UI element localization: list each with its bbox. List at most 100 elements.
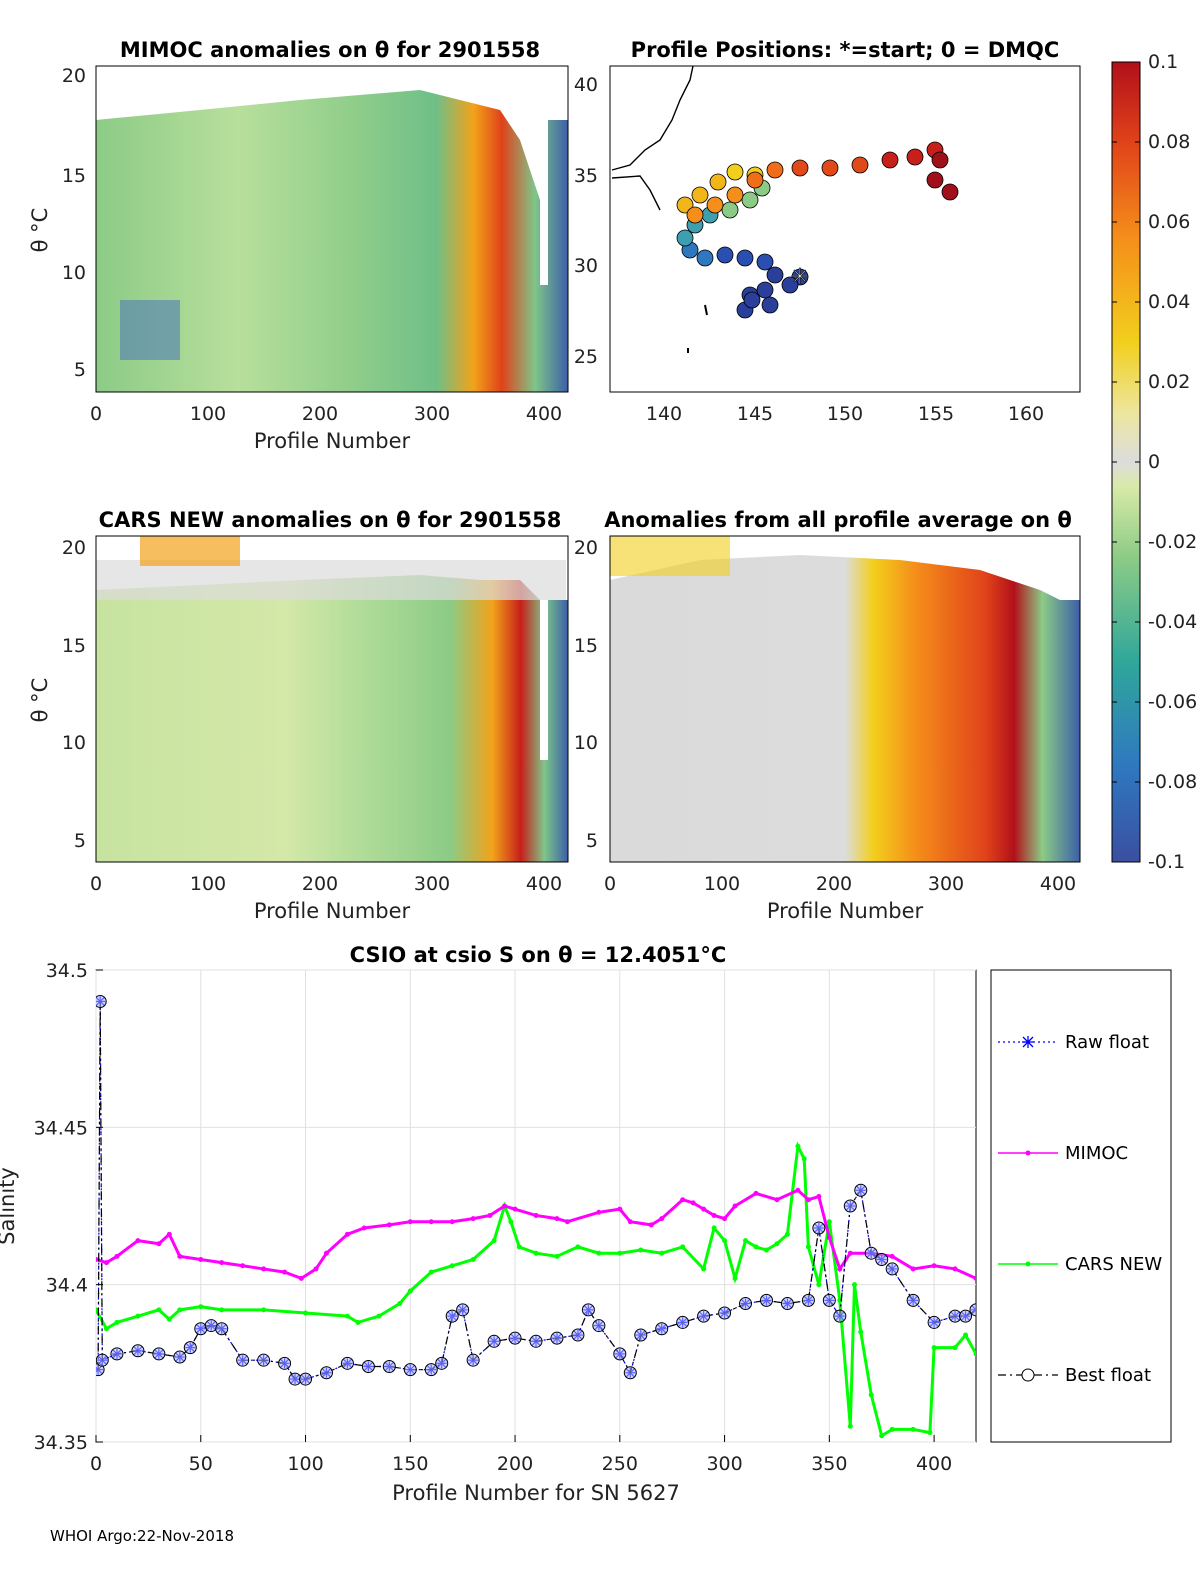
best-float-point [445, 1309, 459, 1323]
average-warm-top [610, 536, 730, 576]
best-float-point [131, 1344, 145, 1358]
best-float-point [697, 1309, 711, 1323]
mimoc-point [931, 1263, 937, 1269]
mimoc-point [805, 1197, 811, 1203]
cars-new-point [103, 1326, 109, 1332]
start-marker: ✳ [791, 265, 809, 290]
best-float-point [508, 1331, 522, 1345]
mimoc-xtick: 300 [414, 403, 450, 425]
cars-xtick: 300 [414, 873, 450, 895]
average-anomaly-field [610, 555, 1080, 862]
positions-ytick: 35 [574, 165, 598, 187]
islands [687, 304, 708, 353]
average-axes-border [609, 535, 1081, 863]
positions-panel: Profile Positions: *=start; 0 = DMQC ✳ 4… [574, 38, 1081, 425]
mimoc-ytick: 10 [62, 262, 86, 284]
legend-items: Raw float MIMOC CARS NEW Best float [998, 1032, 1162, 1386]
best-float-point [382, 1359, 396, 1373]
legend: Raw float MIMOC CARS NEW Best float [990, 969, 1172, 1443]
positions-ytick: 40 [574, 74, 598, 96]
colorbar-tick-label: -0.02 [1148, 531, 1197, 553]
average-xtick: 300 [928, 873, 964, 895]
colorbar-tick-label: -0.1 [1148, 851, 1185, 873]
best-float-point [183, 1341, 197, 1355]
mimoc-ytick: 20 [62, 65, 86, 87]
cars-new-point [428, 1269, 434, 1275]
mimoc-axes-border [95, 65, 569, 393]
cars-new-point [889, 1426, 895, 1432]
best-float-point [319, 1366, 333, 1380]
track-point [821, 159, 839, 177]
best-float-point [833, 1309, 847, 1323]
colorbar-tick-label: -0.08 [1148, 771, 1197, 793]
cars-new-point [763, 1247, 769, 1253]
cars-panel: CARS NEW anomalies on θ for 2901558 20 1… [28, 508, 569, 923]
cars-xtick: 100 [190, 873, 226, 895]
best-float-point [875, 1252, 889, 1266]
mimoc-point [564, 1219, 570, 1225]
cars-title: CARS NEW anomalies on θ for 2901558 [99, 508, 562, 532]
legend-marker [1025, 1150, 1031, 1156]
cars-new-point [711, 1225, 717, 1231]
track-point [716, 246, 734, 264]
colorbar-tick-label: 0 [1148, 451, 1160, 473]
cars-new-point [449, 1263, 455, 1269]
track-point [696, 249, 714, 267]
best-float-point [969, 1303, 976, 1317]
mimoc-point [648, 1222, 654, 1228]
track-point [709, 173, 727, 191]
best-float-point [96, 1353, 109, 1367]
best-float-point [110, 1347, 124, 1361]
cars-new-point [805, 1244, 811, 1250]
legend-label: MIMOC [1065, 1143, 1128, 1164]
cars-new-point [554, 1253, 560, 1259]
cars-new-point [784, 1231, 790, 1237]
mimoc-point [407, 1219, 413, 1225]
cars-new-point [355, 1319, 361, 1325]
x-tick-label: 200 [497, 1453, 533, 1475]
mimoc-point [282, 1269, 288, 1275]
mimoc-point [889, 1253, 895, 1259]
best-float-point [403, 1363, 417, 1377]
track-point [781, 276, 799, 294]
track-point [791, 159, 809, 177]
mimoc-point [361, 1225, 367, 1231]
cars-new-point [219, 1307, 225, 1313]
positions-xtick: 150 [827, 403, 863, 425]
legend-marker [1021, 1368, 1035, 1382]
cars-ytick: 20 [62, 537, 86, 559]
best-float-point [299, 1372, 313, 1386]
colorbar-tick-label: 0.04 [1148, 291, 1190, 313]
cars-new-point [491, 1238, 497, 1244]
cars-new-point [303, 1310, 309, 1316]
average-xlabel: Profile Number [767, 899, 924, 923]
best-float-point [361, 1359, 375, 1373]
cars-new-point [177, 1307, 183, 1313]
best-float-point [340, 1356, 354, 1370]
cars-neutral-band [96, 560, 566, 600]
x-tick-label: 400 [916, 1453, 952, 1475]
best-float-point [257, 1353, 271, 1367]
positions-xtick: 155 [918, 403, 954, 425]
cars-new-point [575, 1244, 581, 1250]
best-float-point [812, 1221, 826, 1235]
legend-item-cars-new: CARS NEW [998, 1254, 1162, 1275]
positions-xtick: 145 [737, 403, 773, 425]
positions-ytick: 30 [574, 255, 598, 277]
cars-ytick: 10 [62, 732, 86, 754]
mimoc-point [261, 1266, 267, 1272]
mimoc-xtick: 200 [302, 403, 338, 425]
cars-new-point [166, 1316, 172, 1322]
cars-new-point [743, 1238, 749, 1244]
cars-new-point [701, 1266, 707, 1272]
colorbar-tick-label: -0.06 [1148, 691, 1197, 713]
positions-ytick: 25 [574, 346, 598, 368]
mimoc-title: MIMOC anomalies on θ for 2901558 [120, 38, 540, 62]
track-point [766, 266, 784, 284]
cars-new-point [847, 1423, 853, 1429]
cars-ytick: 15 [62, 635, 86, 657]
mimoc-point [774, 1197, 780, 1203]
average-ytick: 20 [574, 537, 598, 559]
best-float-point [456, 1303, 470, 1317]
track-point [756, 281, 774, 299]
